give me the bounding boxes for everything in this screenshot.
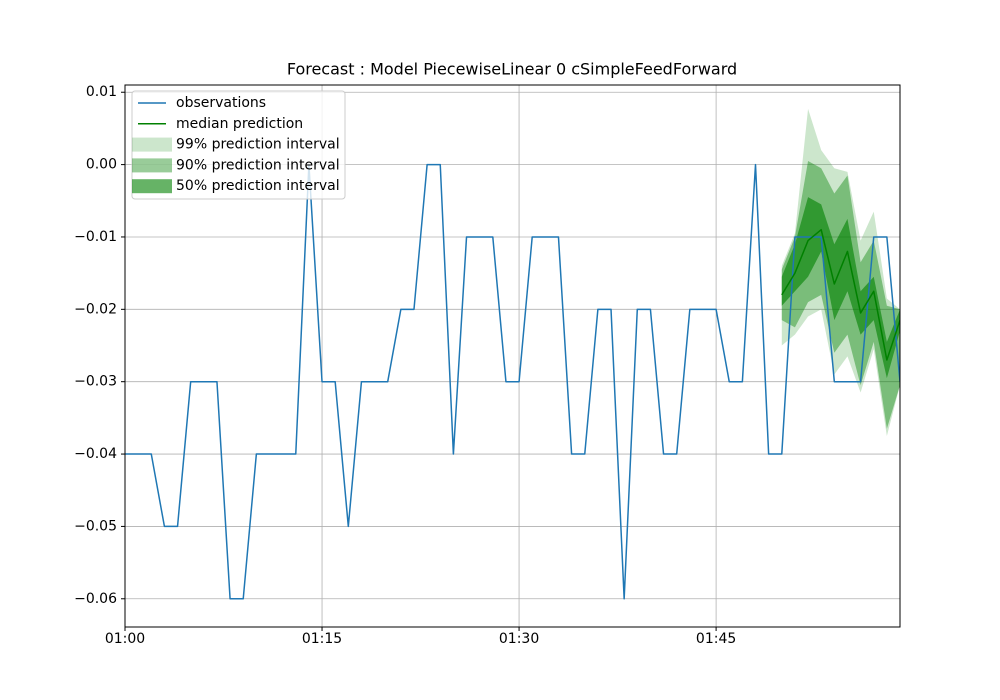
plot-frame	[124, 84, 901, 628]
series-line	[125, 163, 900, 600]
legend-box	[131, 90, 346, 200]
legend-swatch	[132, 137, 172, 152]
legend-swatch	[132, 179, 172, 194]
legend-label: 90% prediction interval	[176, 157, 340, 173]
y-tick-label: −0.05	[74, 518, 117, 534]
y-tick-label: −0.02	[74, 301, 117, 317]
x-tick-label: 01:15	[302, 631, 342, 647]
y-tick-label: −0.03	[74, 374, 117, 390]
chart-title: Forecast : Model PiecewiseLinear 0 cSimp…	[287, 60, 737, 79]
plot-area	[125, 108, 900, 600]
y-tick-label: 0.01	[86, 84, 117, 100]
legend-label: 50% prediction interval	[176, 178, 340, 194]
legend-label: 99% prediction interval	[176, 137, 340, 153]
y-tick-label: −0.01	[74, 229, 117, 245]
legend-label: observations	[176, 95, 266, 111]
prediction-band	[781, 197, 900, 379]
y-tick-label: 0.00	[86, 157, 117, 173]
series-line	[781, 228, 900, 361]
legend-label: median prediction	[176, 116, 303, 132]
x-tick-label: 01:45	[696, 631, 736, 647]
legend-swatch	[132, 158, 172, 173]
y-tick-label: −0.04	[74, 446, 117, 462]
x-tick-label: 01:30	[499, 631, 539, 647]
x-tick-label: 01:00	[105, 631, 145, 647]
y-tick-label: −0.06	[74, 591, 117, 607]
